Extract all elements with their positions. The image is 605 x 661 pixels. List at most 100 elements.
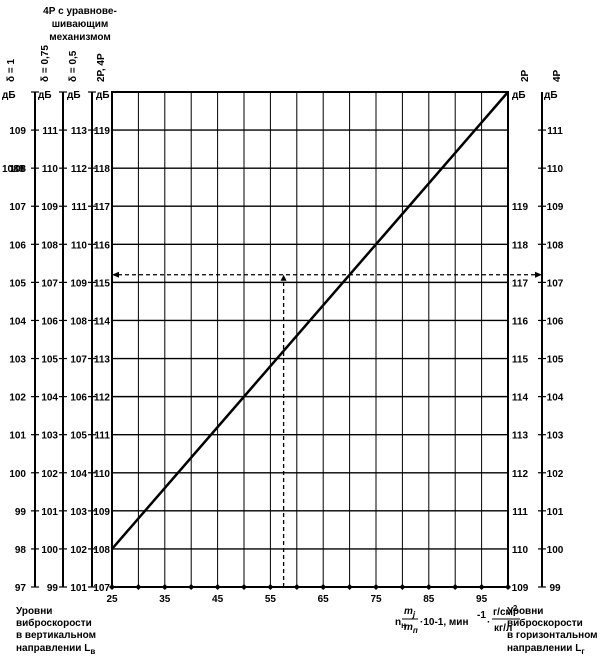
plot-frame: [111, 91, 509, 588]
right-4p-tick-label: 110: [547, 164, 564, 175]
unit-db-4: дБ: [96, 90, 110, 101]
title-line-2: шивающим: [52, 19, 109, 30]
ticks-layer: 25 35 45 55 65 75 85 95 109 108 107 106 105 104 103 102…: [2, 91, 564, 605]
right-2p-tick-label: 113: [512, 431, 529, 442]
right-2p-tick-label: 115: [512, 355, 529, 366]
left-scale-tick-label: 109: [9, 126, 26, 137]
left-scale-tick-label: 103: [70, 507, 87, 518]
left-scale-tick-label: 101: [41, 507, 58, 518]
right-2p-tick-label: 109: [512, 583, 529, 594]
x-tick-label: 75: [370, 594, 382, 605]
x-label-unit-den: кг/л: [494, 623, 512, 634]
scale-name-2p4p: 2Р, 4Р: [96, 53, 107, 82]
left-caption-line-2: виброскорости: [16, 617, 92, 629]
left-scale-tick-label: 119: [94, 126, 111, 137]
left-scale-tick-label: 100: [9, 469, 26, 480]
nomogram-line: [111, 91, 509, 550]
example-arrow-left: [112, 271, 119, 278]
right-2p-tick-label: 118: [512, 240, 529, 251]
x-tick-marker: [346, 584, 353, 590]
unit-db-right-2: дБ: [544, 90, 558, 101]
right-4p-tick-label: 105: [547, 355, 564, 366]
left-scale-tick-label: 109: [93, 507, 110, 518]
left-scale-tick-label: 109: [70, 278, 87, 289]
right-4p-tick-label: 99: [549, 583, 561, 594]
right-2p-tick-label: 112: [512, 469, 529, 480]
left-scale-tick-label: 105: [70, 431, 87, 442]
right-2p-tick-label: 110: [512, 545, 529, 556]
left-scale-tick-label: 114: [94, 316, 111, 327]
left-scale-tick-label: 106: [9, 240, 26, 251]
title-line-1: 4Р с уравнове-: [43, 6, 117, 17]
left-scale-tick-label: 113: [94, 355, 111, 366]
right-4p-tick-label: 106: [547, 316, 564, 327]
left-scale-tick-label: 112: [94, 393, 111, 404]
left-scale-tick-label: 103: [41, 431, 58, 442]
left-scale-tick-label: 99: [15, 507, 27, 518]
left-scale-tick-label: 101: [70, 583, 87, 594]
right-2p-tick-label: 116: [512, 316, 529, 327]
left-scale-tick-label: 102: [70, 545, 87, 556]
x-tick-label: 45: [212, 594, 224, 605]
left-scale-tick-label: 111: [42, 126, 58, 137]
left-scale-tick-label: 115: [94, 278, 111, 289]
left-scale-tick-label: 112: [71, 164, 88, 175]
left-scale-tick-label: 117: [94, 202, 111, 213]
left-scale-tick-label: 99: [47, 583, 59, 594]
right-4p-tick-label: 111: [547, 126, 563, 137]
left-scale-tick-label: 102: [9, 393, 26, 404]
left-scale-tick-label: 118: [94, 164, 111, 175]
right-2p-tick-label: 119: [512, 202, 529, 213]
left-caption-line-3: в вертикальном: [16, 630, 96, 641]
x-tick-marker: [161, 584, 168, 590]
right-4p-tick-label: 109: [547, 202, 564, 213]
right-2p-tick-label: 117: [512, 278, 529, 289]
x-label-frac-num: mj: [404, 606, 416, 619]
scale-name-right-4p: 4Р: [552, 69, 563, 82]
right-caption-line-2: виброскорости: [507, 617, 583, 629]
left-scale-tick-label: 104: [41, 393, 58, 404]
left-scale-tick-label: 108: [41, 240, 58, 251]
x-label-dot: ·: [487, 617, 490, 628]
x-tick-marker: [109, 584, 115, 590]
left-scale-tick-label: 109: [41, 202, 58, 213]
x-tick-marker: [241, 584, 247, 590]
scale-name-delta-05: δ = 0,5: [68, 50, 79, 82]
left-scale-tick-label: 102: [41, 469, 58, 480]
right-4p-tick-label: 102: [547, 469, 564, 480]
left-scale-odd-label: 1088: [2, 164, 25, 175]
right-4p-tick-label: 104: [547, 393, 564, 404]
left-scale-tick-label: 111: [71, 202, 87, 213]
left-scale-tick-label: 107: [41, 278, 58, 289]
x-tick-marker: [214, 584, 221, 590]
example-arrow-right: [535, 271, 542, 278]
x-tick-marker: [188, 584, 195, 590]
x-tick-label: 85: [423, 594, 435, 605]
right-caption-line-1: Уровни: [507, 606, 543, 617]
x-label-sup: -1: [477, 610, 486, 621]
x-tick-marker: [478, 584, 485, 590]
left-scale-tick-label: 104: [9, 316, 26, 327]
x-tick-marker: [373, 584, 379, 590]
left-scale-tick-label: 110: [42, 164, 59, 175]
series-layer: [111, 91, 542, 587]
left-scale-tick-label: 105: [9, 278, 26, 289]
x-tick-marker: [267, 584, 274, 590]
left-scale-tick-label: 108: [70, 316, 87, 327]
left-scale-tick-label: 110: [94, 469, 111, 480]
example-arrow-up: [280, 274, 287, 281]
x-tick-marker: [425, 584, 432, 590]
right-caption-line-3: в горизонтальном: [507, 630, 598, 641]
left-scale-tick-label: 108: [9, 164, 26, 175]
right-caption-line-4: направлении Lг: [507, 643, 585, 656]
x-tick-marker: [293, 584, 300, 590]
x-label-unit-num: г/см2: [493, 604, 518, 618]
left-scale-tick-label: 107: [70, 355, 87, 366]
x-tick-label: 65: [318, 594, 330, 605]
left-scale-tick-label: 104: [70, 469, 87, 480]
unit-db-right-1: дБ: [512, 90, 526, 101]
left-caption-line-4: направлении Lв: [16, 643, 95, 656]
x-tick-marker: [505, 584, 511, 590]
left-scale-tick-label: 105: [41, 355, 58, 366]
